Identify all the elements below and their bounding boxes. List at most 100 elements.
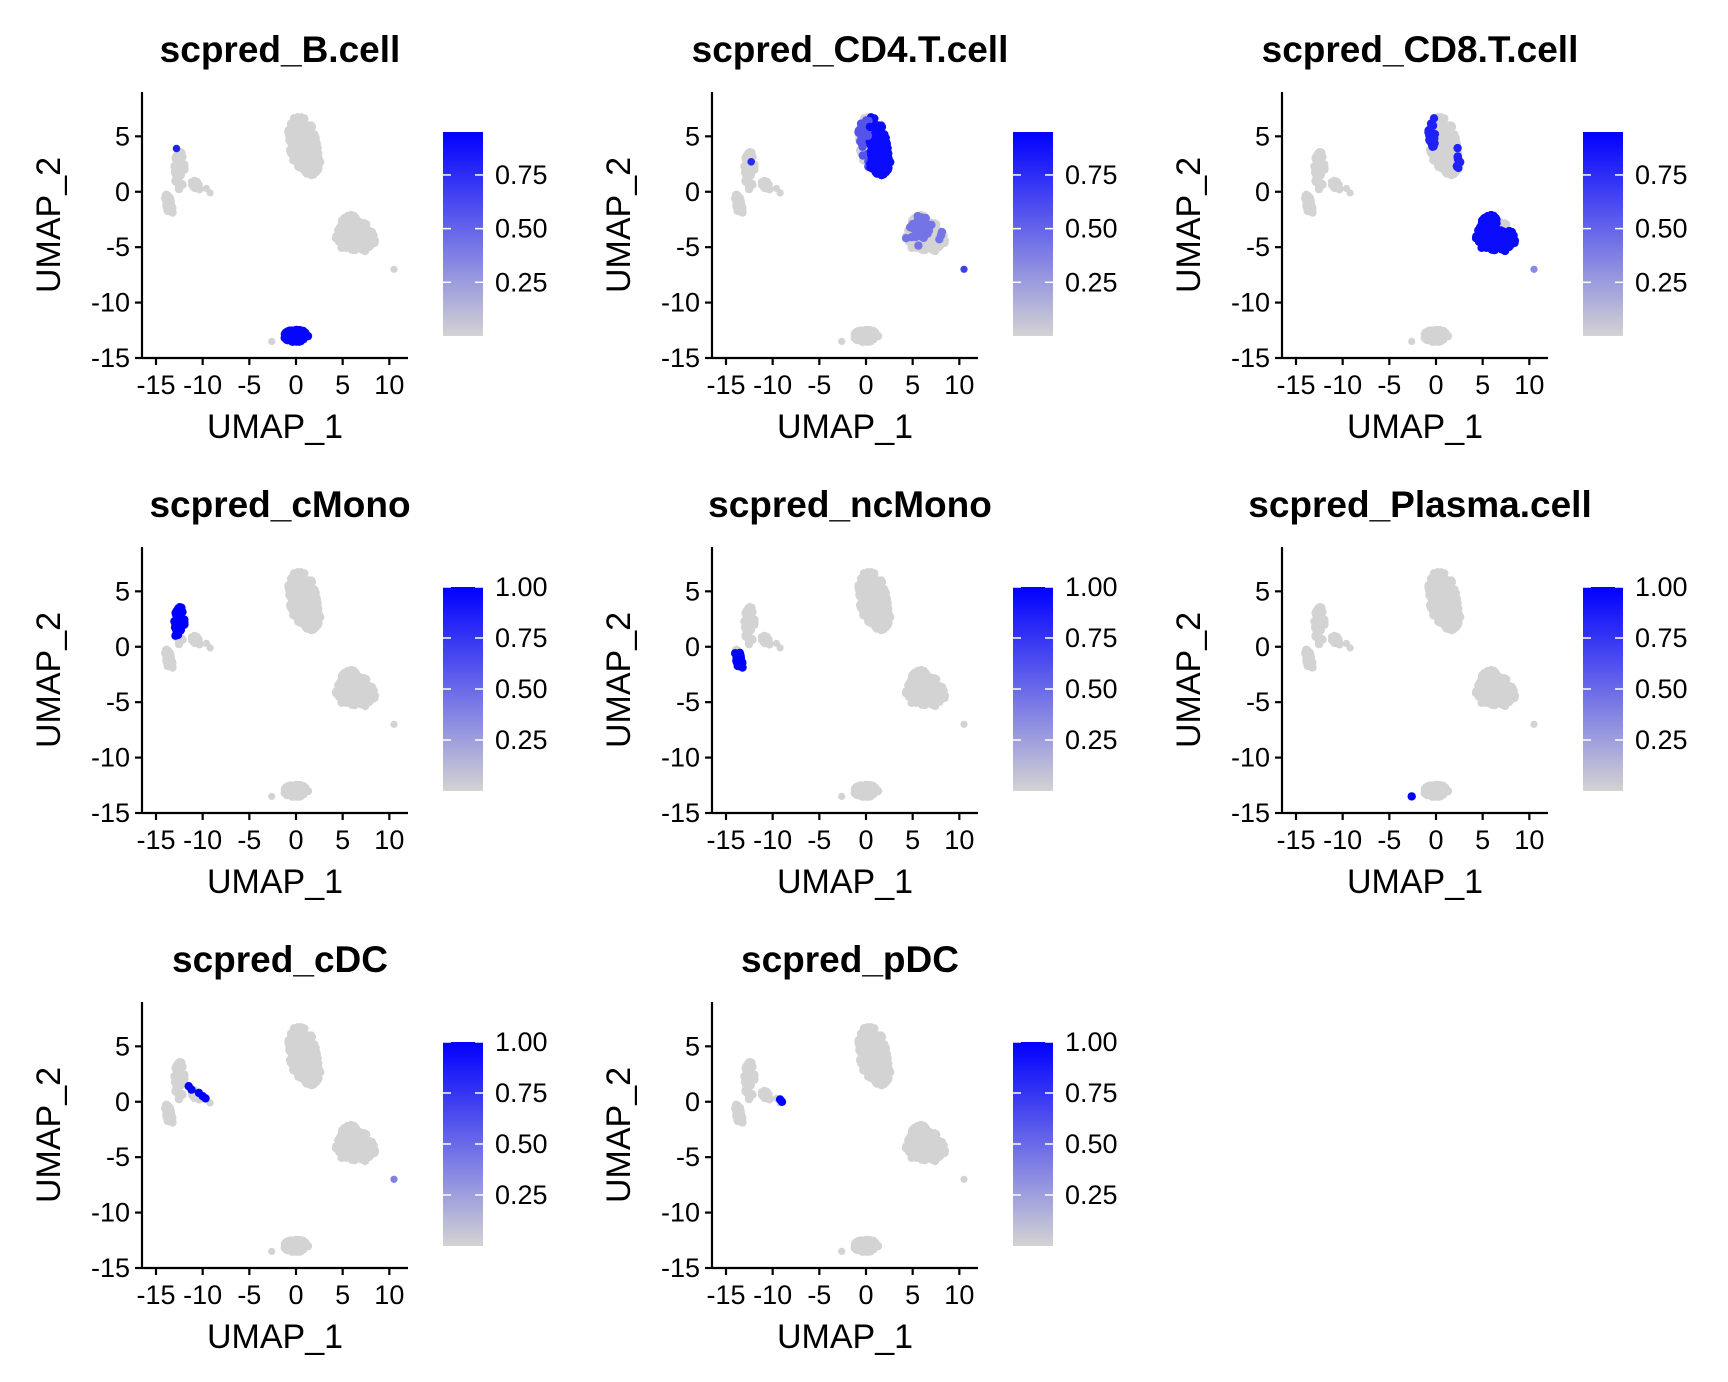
- data-point: [865, 122, 875, 132]
- data-point: [1425, 326, 1434, 335]
- data-point: [1317, 148, 1326, 157]
- x-tick-label: -15: [136, 825, 175, 855]
- data-point: [1318, 180, 1327, 189]
- data-point: [298, 613, 307, 622]
- y-tick-label: 5: [115, 121, 130, 151]
- data-point: [1316, 170, 1326, 179]
- data-point: [855, 586, 864, 595]
- data-point: [367, 227, 377, 237]
- x-tick-label: -10: [183, 825, 222, 855]
- points: [731, 568, 968, 801]
- y-axis-title: UMAP_2: [30, 157, 68, 293]
- data-point: [875, 154, 885, 163]
- y-tick-label: -15: [661, 343, 700, 373]
- data-point: [367, 237, 377, 246]
- data-point: [883, 621, 892, 630]
- data-point: [334, 235, 343, 244]
- panel-scpred_B.cell: scpred_B.cell-15 -10 -5 0 5 10-15-10-505UMAP_…: [30, 29, 548, 446]
- data-point: [172, 144, 181, 153]
- y-tick-label: 0: [1255, 177, 1270, 207]
- y-tick-label: -15: [91, 343, 130, 373]
- data-point: [1327, 178, 1336, 186]
- x-tick-label: -5: [237, 370, 261, 400]
- data-point: [1428, 121, 1437, 131]
- colorbar-label: 1.00: [495, 572, 548, 602]
- y-tick-label: -15: [91, 798, 130, 828]
- data-point: [352, 691, 361, 701]
- data-point: [166, 202, 175, 211]
- data-point: [285, 131, 294, 140]
- data-point: [1320, 163, 1329, 172]
- data-point: [285, 586, 294, 595]
- y-tick-label: -5: [676, 232, 700, 262]
- data-point: [1427, 140, 1437, 150]
- data-point: [298, 158, 307, 167]
- data-point: [736, 202, 745, 211]
- panel-title: scpred_ncMono: [708, 484, 992, 525]
- data-point: [869, 331, 879, 340]
- data-point: [935, 235, 944, 244]
- data-point: [1499, 238, 1509, 248]
- x-axis-title: UMAP_1: [1347, 408, 1483, 446]
- data-point: [305, 609, 315, 618]
- x-tick-label: 10: [944, 370, 974, 400]
- x-tick-label: -15: [136, 370, 175, 400]
- data-point: [268, 792, 276, 800]
- data-point: [1438, 158, 1447, 167]
- x-tick-label: 0: [288, 825, 303, 855]
- data-point: [202, 184, 210, 192]
- data-point: [1445, 154, 1455, 163]
- y-tick-label: -10: [91, 288, 130, 318]
- x-axis-title: UMAP_1: [777, 408, 913, 446]
- data-point: [163, 191, 173, 201]
- data-point: [285, 326, 294, 335]
- data-point: [347, 666, 356, 675]
- x-tick-label: -10: [183, 370, 222, 400]
- data-point: [295, 122, 305, 132]
- x-tick-label: -5: [1377, 370, 1401, 400]
- data-point: [293, 131, 303, 140]
- data-point: [757, 178, 766, 186]
- data-point: [176, 625, 186, 634]
- data-point: [293, 586, 303, 595]
- data-point: [299, 786, 309, 795]
- y-axis-title: UMAP_2: [30, 612, 68, 748]
- colorbar-label: 0.75: [495, 623, 548, 653]
- panel-title: scpred_cMono: [149, 484, 410, 525]
- y-tick-label: -5: [106, 687, 130, 717]
- x-tick-label: -15: [1276, 370, 1315, 400]
- data-point: [313, 621, 322, 630]
- data-point: [176, 170, 186, 179]
- data-point: [180, 163, 189, 172]
- y-tick-label: -5: [1246, 232, 1270, 262]
- colorbar-label: 0.50: [495, 214, 548, 244]
- data-point: [268, 337, 276, 345]
- y-tick-label: -10: [1231, 288, 1270, 318]
- x-tick-label: 5: [1475, 370, 1490, 400]
- data-point: [1456, 157, 1465, 167]
- data-point: [313, 166, 322, 175]
- data-point: [1425, 131, 1434, 140]
- data-point: [334, 690, 343, 699]
- data-point: [163, 646, 173, 656]
- points: [731, 113, 968, 346]
- data-point: [1487, 211, 1496, 220]
- data-point: [865, 577, 875, 587]
- data-point: [1453, 143, 1462, 153]
- x-tick-label: 5: [335, 825, 350, 855]
- colorbar-label: 0.25: [495, 267, 548, 297]
- data-point: [291, 598, 300, 608]
- y-tick-label: -10: [661, 288, 700, 318]
- data-point: [914, 241, 923, 250]
- data-point: [908, 219, 917, 229]
- colorbar: [1013, 132, 1053, 336]
- data-point: [202, 639, 210, 647]
- data-point: [295, 577, 305, 587]
- data-point: [347, 211, 356, 220]
- data-point: [1439, 331, 1449, 340]
- x-tick-label: 5: [335, 370, 350, 400]
- x-tick-label: 0: [1428, 370, 1443, 400]
- data-point: [875, 609, 885, 618]
- y-tick-label: 0: [115, 632, 130, 662]
